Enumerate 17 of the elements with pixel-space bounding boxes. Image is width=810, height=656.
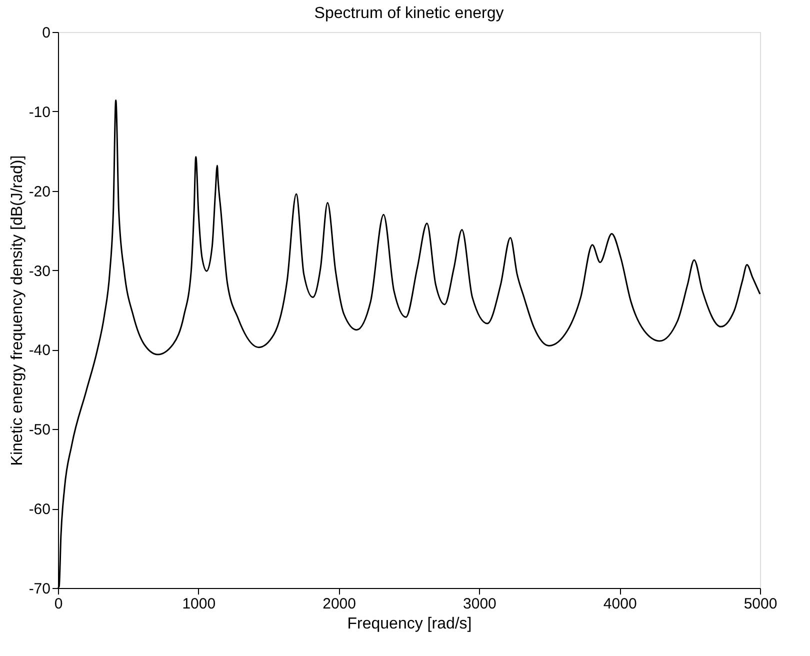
y-axis-title: Kinetic energy frequency density [dB(J/rad)] [8, 155, 26, 466]
x-tick-label: 0 [54, 596, 63, 612]
y-tick-label: -20 [28, 183, 50, 200]
y-tick-label: -60 [28, 501, 50, 518]
x-tick-label: 1000 [182, 596, 216, 612]
y-tick-label: -30 [28, 262, 50, 280]
y-tick-label: -70 [28, 580, 50, 598]
x-tick-label: 3000 [463, 596, 496, 612]
y-tick-label: -50 [28, 422, 50, 439]
x-tick-label: 2000 [322, 596, 356, 612]
y-tick-label: -40 [28, 342, 50, 360]
x-tick-label: 4000 [603, 596, 637, 612]
y-tick-label: -10 [28, 104, 50, 121]
x-tick-label: 5000 [744, 596, 778, 612]
chart-title: Spectrum of kinetic energy [314, 5, 504, 22]
y-tick-label: 0 [42, 24, 50, 42]
x-axis-title: Frequency [rad/s] [347, 616, 472, 632]
